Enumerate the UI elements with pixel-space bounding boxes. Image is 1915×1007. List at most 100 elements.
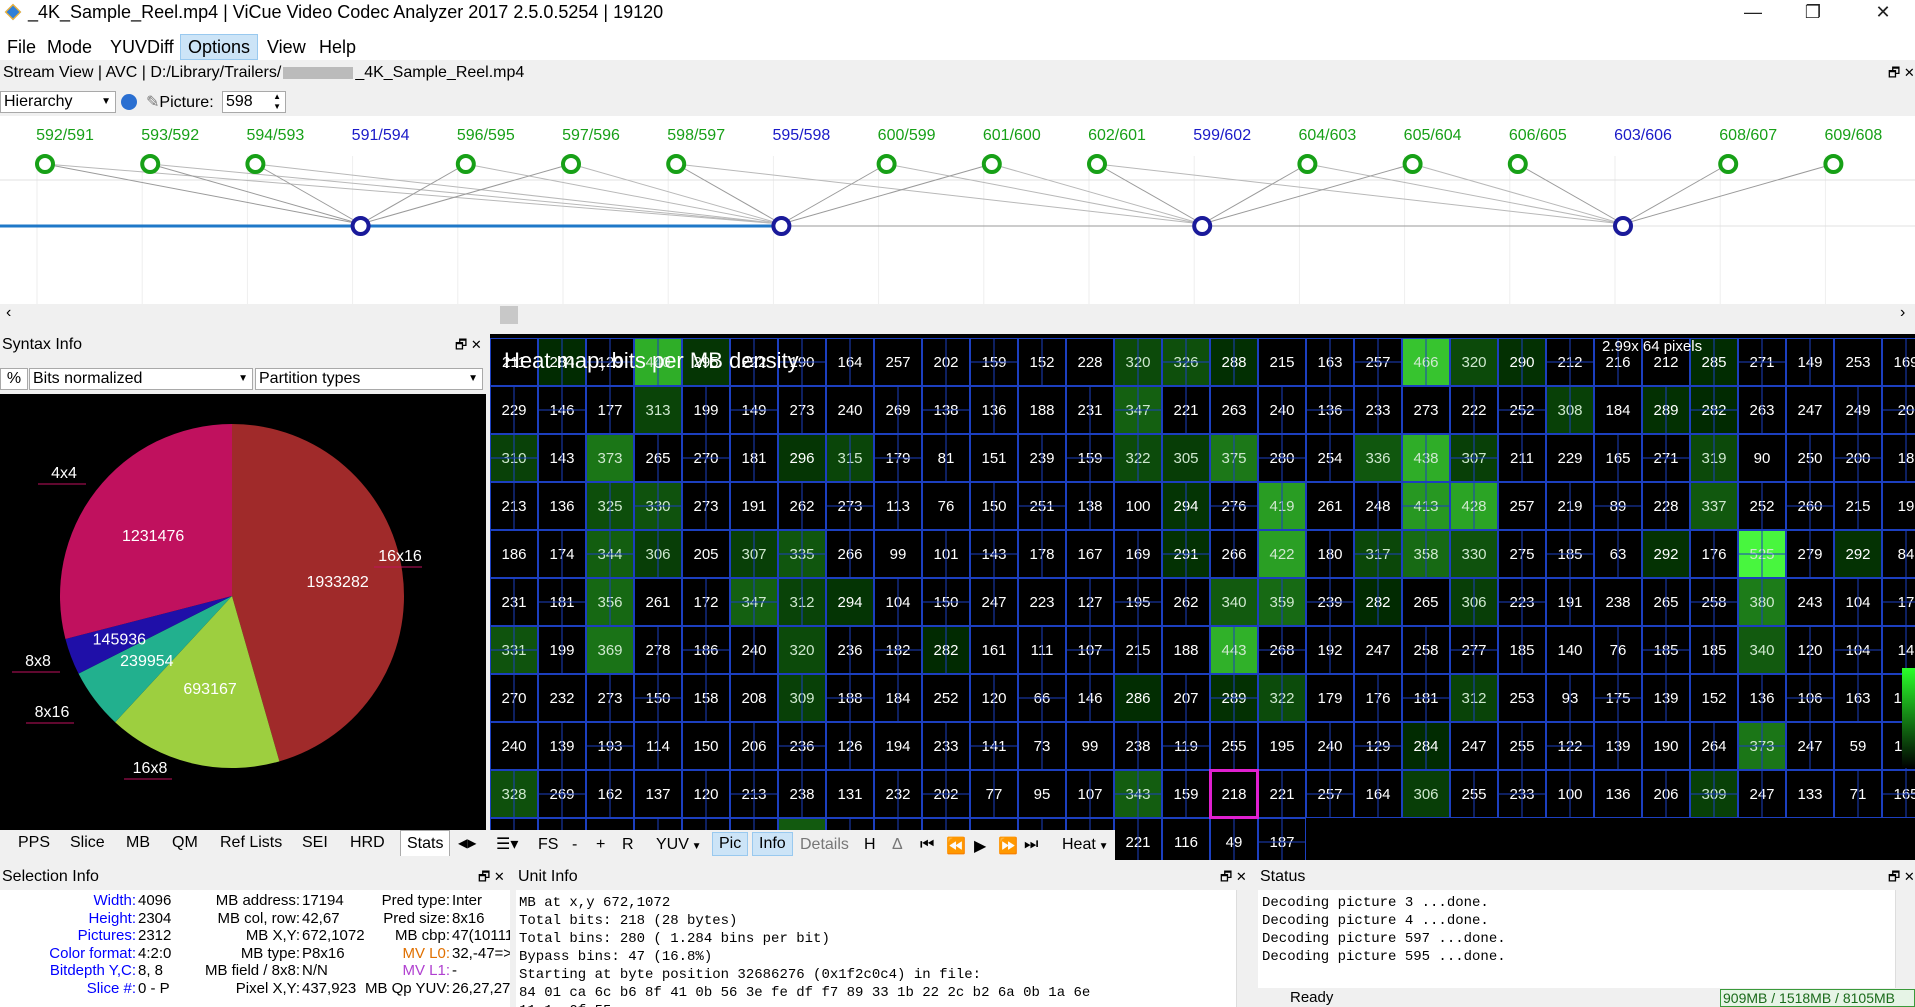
- menu-file[interactable]: File: [7, 37, 37, 57]
- heatmap-cell[interactable]: 208: [730, 674, 778, 722]
- syntax-info-float-button[interactable]: 🗗 ✕: [455, 337, 482, 352]
- heatmap-cell[interactable]: 247: [1786, 386, 1834, 434]
- frame-node[interactable]: [1402, 154, 1423, 174]
- heatmap-cell[interactable]: 286: [1114, 674, 1162, 722]
- heatmap-cell[interactable]: 59: [1834, 722, 1882, 770]
- reference-frame-node[interactable]: [350, 216, 371, 236]
- menu-mode[interactable]: Mode: [47, 37, 93, 57]
- frame-node[interactable]: [140, 154, 161, 174]
- reference-frame-node[interactable]: [771, 216, 792, 236]
- heatmap-cell[interactable]: 238: [1594, 578, 1642, 626]
- frame-node[interactable]: [35, 154, 55, 174]
- heatmap-cell[interactable]: 340: [1210, 578, 1258, 626]
- heatmap-cell[interactable]: 252: [922, 674, 970, 722]
- heatmap-cell[interactable]: 99: [1066, 722, 1114, 770]
- heatmap-view[interactable]: 2112841294402952221901642572021591522283…: [490, 334, 1915, 860]
- heatmap-cell[interactable]: 240: [826, 386, 874, 434]
- heatmap-cell[interactable]: 295: [682, 338, 730, 386]
- delta-toggle[interactable]: Δ: [892, 836, 903, 853]
- heatmap-cell[interactable]: 211: [490, 338, 538, 386]
- heatmap-cell[interactable]: 240: [490, 722, 538, 770]
- heatmap-cell[interactable]: 131: [826, 770, 874, 818]
- heatmap-cell[interactable]: 188: [1018, 386, 1066, 434]
- heatmap-cell[interactable]: 296: [778, 434, 826, 482]
- heatmap-cell[interactable]: 19: [1882, 482, 1915, 530]
- heatmap-cell[interactable]: 179: [1306, 674, 1354, 722]
- heatmap-cell[interactable]: 292: [1834, 530, 1882, 578]
- maximize-button[interactable]: ❐: [1804, 2, 1822, 22]
- heatmap-cell[interactable]: 253: [1498, 674, 1546, 722]
- scroll-left-icon[interactable]: ‹: [6, 304, 12, 321]
- heatmap-cell[interactable]: 95: [1018, 770, 1066, 818]
- heatmap-cell[interactable]: 330: [1450, 530, 1498, 578]
- heat-mode-select[interactable]: Heat ▼: [1062, 836, 1108, 854]
- heatmap-cell[interactable]: 186: [490, 530, 538, 578]
- tab-pps[interactable]: PPS: [18, 834, 51, 851]
- heatmap-cell[interactable]: 195: [1258, 722, 1306, 770]
- heatmap-cell[interactable]: 305: [1162, 434, 1210, 482]
- unit-info-float-button[interactable]: 🗗 ✕: [1220, 869, 1247, 884]
- frame-node[interactable]: [1718, 154, 1739, 174]
- menu-options[interactable]: Options: [180, 34, 259, 60]
- heatmap-cell[interactable]: 261: [1306, 482, 1354, 530]
- frame-node[interactable]: [981, 154, 1002, 174]
- heatmap-cell[interactable]: 99: [874, 530, 922, 578]
- tab-mb[interactable]: MB: [126, 834, 150, 851]
- partition-types-select[interactable]: Partition types ▼: [255, 368, 483, 390]
- heatmap-cell[interactable]: 136: [1594, 770, 1642, 818]
- heatmap-cell[interactable]: 223: [1018, 578, 1066, 626]
- rewind-icon[interactable]: ⏪: [946, 838, 966, 855]
- heatmap-cell[interactable]: 263: [1210, 386, 1258, 434]
- heatmap-cell[interactable]: 257: [874, 338, 922, 386]
- pic-toggle[interactable]: Pic: [712, 832, 749, 856]
- zoom-in-button[interactable]: +: [596, 836, 606, 853]
- status-vscrollbar[interactable]: [1895, 890, 1915, 988]
- frame-node[interactable]: [245, 154, 266, 174]
- heatmap-cell[interactable]: 369: [586, 626, 634, 674]
- heatmap-cell[interactable]: 100: [1114, 482, 1162, 530]
- hamburger-menu-icon[interactable]: ☰▾: [496, 836, 519, 853]
- heatmap-cell[interactable]: 373: [586, 434, 634, 482]
- heatmap-cell[interactable]: 320: [1450, 338, 1498, 386]
- heatmap-cell[interactable]: 205: [682, 530, 730, 578]
- menu-yuvdiff[interactable]: YUVDiff: [110, 37, 174, 57]
- heatmap-cell[interactable]: 140: [1546, 626, 1594, 674]
- heatmap-cell[interactable]: 191: [730, 482, 778, 530]
- heatmap-cell[interactable]: 152: [1690, 674, 1738, 722]
- heatmap-cell[interactable]: 232: [538, 674, 586, 722]
- play-icon[interactable]: ▶: [974, 838, 987, 855]
- menu-help[interactable]: Help: [319, 37, 357, 57]
- scroll-right-icon[interactable]: ›: [1900, 304, 1906, 321]
- first-frame-icon[interactable]: ⏮: [920, 836, 935, 853]
- tab-scroll-icon[interactable]: ◀▶: [458, 836, 477, 850]
- frame-node[interactable]: [876, 154, 897, 174]
- h-toggle[interactable]: H: [864, 836, 876, 853]
- heatmap-cell[interactable]: 243: [1786, 578, 1834, 626]
- close-button[interactable]: ✕: [1875, 2, 1891, 22]
- heatmap-cell[interactable]: 18: [1882, 434, 1915, 482]
- selection-info-float-button[interactable]: 🗗 ✕: [478, 869, 505, 884]
- reference-frame-node[interactable]: [1613, 216, 1633, 236]
- details-toggle[interactable]: Details: [800, 836, 849, 853]
- heatmap-cell[interactable]: 212: [1642, 338, 1690, 386]
- status-float-button[interactable]: 🗗 ✕: [1888, 869, 1915, 884]
- fast-forward-icon[interactable]: ⏩: [998, 838, 1018, 855]
- heatmap-cell[interactable]: 228: [1066, 338, 1114, 386]
- heatmap-cell[interactable]: 218: [1209, 769, 1259, 819]
- heatmap-cell[interactable]: 320: [778, 626, 826, 674]
- tab-qm[interactable]: QM: [172, 834, 198, 851]
- picture-spinbox[interactable]: 598 ▲ ▼: [222, 91, 286, 113]
- heatmap-cell[interactable]: 273: [1402, 386, 1450, 434]
- frame-node[interactable]: [1297, 154, 1318, 174]
- tab-stats[interactable]: Stats: [400, 830, 451, 856]
- heatmap-cell[interactable]: 257: [1498, 482, 1546, 530]
- heatmap-cell[interactable]: 137: [634, 770, 682, 818]
- status-log[interactable]: Decoding picture 3 ...done. Decoding pict…: [1258, 890, 1895, 988]
- heatmap-cell[interactable]: 261: [634, 578, 682, 626]
- heatmap-cell[interactable]: 136: [538, 482, 586, 530]
- info-toggle[interactable]: Info: [752, 832, 793, 856]
- heatmap-cell[interactable]: 184: [1594, 386, 1642, 434]
- tab-sei[interactable]: SEI: [302, 834, 328, 851]
- heatmap-cell[interactable]: 253: [1834, 338, 1882, 386]
- frame-node[interactable]: [561, 154, 581, 174]
